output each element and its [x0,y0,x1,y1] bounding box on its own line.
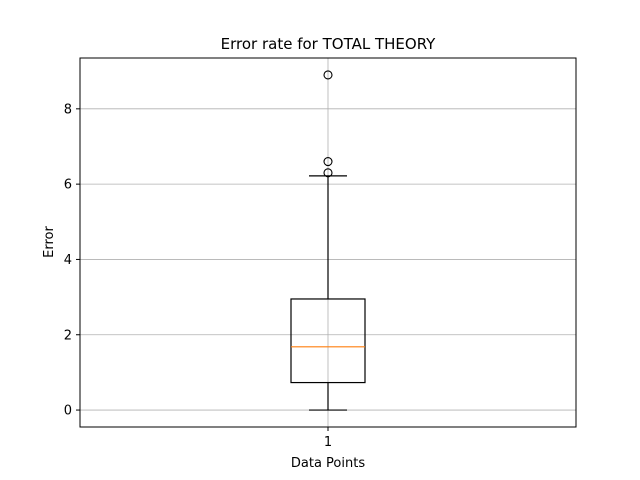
y-tick-label: 4 [64,253,72,268]
outlier-point [323,70,333,80]
y-tick-label: 2 [64,328,72,343]
y-tick-label: 6 [64,178,72,193]
x-tick-label: 1 [324,435,332,450]
y-tick-label: 0 [64,404,72,419]
outlier-point [323,156,333,167]
y-tick-label: 8 [64,102,72,117]
axes-layer: 0 2 4 6 8 1 [64,57,577,450]
y-axis-label: Error [42,226,57,258]
chart-title: Error rate for TOTAL THEORY [221,35,437,53]
box-plot-layer [290,70,366,411]
iqr-box [290,298,366,384]
x-axis-label: Data Points [291,456,365,471]
outlier-point [323,168,333,178]
